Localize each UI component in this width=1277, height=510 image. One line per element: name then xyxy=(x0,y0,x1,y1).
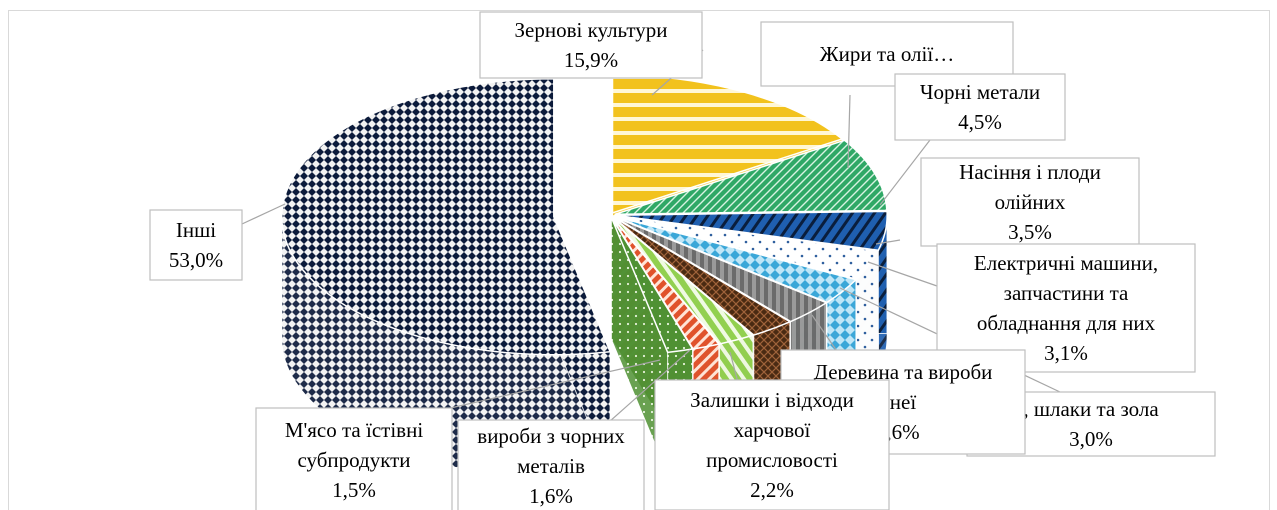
data-label-text: обладнання для них xyxy=(977,311,1156,335)
data-label-text: 1,6% xyxy=(529,484,573,508)
data-label-4: Насіння і плоди олійних 3,5% xyxy=(920,157,1140,247)
data-label-text: 3,5% xyxy=(1008,220,1052,244)
data-label-text: 53,0% xyxy=(169,248,223,272)
leader-line-2 xyxy=(847,94,851,169)
data-label-text: Жири та олії… xyxy=(820,42,954,66)
data-label-text: металів xyxy=(517,454,585,478)
leader-line-5 xyxy=(867,261,938,287)
data-label-text: 1,5% xyxy=(332,478,376,502)
data-label-text: олійних xyxy=(995,190,1066,214)
data-label-text: вироби з чорних xyxy=(477,424,625,448)
data-label-text: харчової xyxy=(734,418,811,442)
data-label-text: неї xyxy=(890,390,917,414)
data-label-text: запчастини та xyxy=(1004,281,1129,305)
data-label-text: субпродукти xyxy=(297,448,410,472)
data-label-11: Інші 53,0% xyxy=(149,209,243,281)
data-label-text: 2,2% xyxy=(750,478,794,502)
data-label-text: Залишки і відходи xyxy=(690,388,854,412)
data-label-text: промисловості xyxy=(706,448,838,472)
leader-line-3 xyxy=(879,139,931,206)
data-label-8: Залишки і відходи харчової промисловості 2,… xyxy=(654,379,890,510)
data-label-text: Чорні метали xyxy=(920,80,1040,104)
data-label-text: 4,5% xyxy=(958,110,1002,134)
data-label-1: Зернові культури 15,9% xyxy=(479,11,703,79)
data-label-text: 3,1% xyxy=(1044,341,1088,365)
leader-line-11 xyxy=(241,203,286,225)
leader-line-4 xyxy=(875,239,901,245)
data-label-10: М'ясо та їстівні субпродукти 1,5% xyxy=(255,407,453,510)
data-label-9: вироби з чорних металів 1,6% xyxy=(457,419,645,510)
data-label-text: Зернові культури xyxy=(515,18,668,42)
chart-frame xyxy=(8,10,1270,510)
data-label-text: , шлаки та зола xyxy=(1023,397,1159,421)
data-label-text: ,6% xyxy=(886,420,919,444)
data-label-text: Насіння і плоди xyxy=(959,160,1101,184)
data-label-text: М'ясо та їстівні xyxy=(285,418,424,442)
data-label-3: Чорні метали 4,5% xyxy=(894,73,1066,141)
data-label-text: Інші xyxy=(176,218,216,242)
data-label-text: Електричні машини, xyxy=(974,251,1158,275)
data-label-5: Електричні машини, запчастини та обладнанн… xyxy=(936,243,1196,373)
data-label-text: 15,9% xyxy=(564,48,618,72)
data-label-text: 3,0% xyxy=(1069,427,1113,451)
leader-line-9 xyxy=(599,349,691,431)
data-label-2: Жири та олії… xyxy=(760,21,1014,87)
leader-line-10 xyxy=(419,359,661,416)
